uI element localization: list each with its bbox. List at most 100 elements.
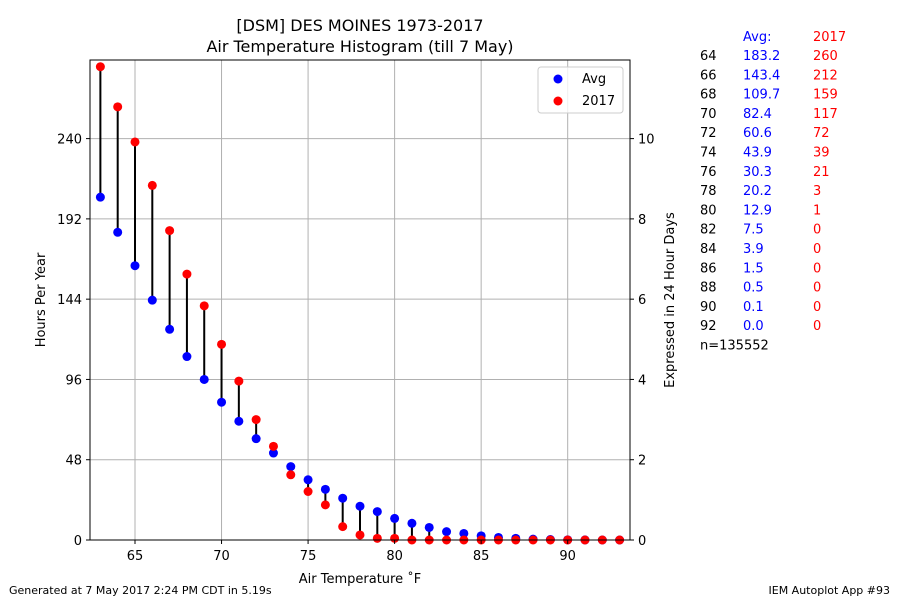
x-axis-label: Air Temperature ˚F bbox=[299, 571, 421, 587]
year-point bbox=[217, 339, 227, 349]
x-ticks: 65 70 75 80 85 90 bbox=[127, 540, 576, 564]
y-ticks: 0 48 96 144 192 240 bbox=[57, 133, 90, 549]
year-point bbox=[355, 530, 365, 540]
table-temp: 74 bbox=[700, 146, 717, 161]
year-point bbox=[182, 269, 192, 279]
table-year: 0 bbox=[813, 300, 821, 315]
table-temp: 68 bbox=[700, 88, 717, 103]
avg-point bbox=[338, 493, 348, 503]
table-avg: 109.7 bbox=[743, 88, 780, 103]
table-temp: 86 bbox=[700, 261, 717, 276]
table-year: 72 bbox=[813, 126, 830, 141]
avg-point bbox=[268, 448, 278, 458]
table-avg: 0.1 bbox=[743, 300, 764, 315]
avg-point bbox=[165, 324, 175, 334]
table-temp: 72 bbox=[700, 126, 717, 141]
y-right-tick-label: 6 bbox=[638, 293, 646, 308]
table-year: 3 bbox=[813, 184, 821, 199]
table-avg: 20.2 bbox=[743, 184, 772, 199]
avg-point bbox=[390, 513, 400, 523]
y-right-tick-label: 0 bbox=[638, 534, 646, 549]
year-point bbox=[372, 533, 382, 543]
year-point bbox=[286, 470, 296, 480]
table-avg: 12.9 bbox=[743, 203, 772, 218]
y-axis-label-right: Expressed in 24 Hour Days bbox=[663, 212, 678, 388]
table-avg: 143.4 bbox=[743, 68, 780, 83]
y-tick-label: 0 bbox=[74, 534, 82, 549]
y-tick-label: 144 bbox=[57, 293, 82, 308]
avg-point bbox=[286, 462, 296, 472]
legend-2017-marker bbox=[553, 96, 563, 106]
table-temp: 82 bbox=[700, 223, 717, 238]
year-point bbox=[303, 486, 313, 496]
avg-point bbox=[182, 352, 192, 362]
avg-point bbox=[234, 416, 244, 426]
table-year: 0 bbox=[813, 242, 821, 257]
year-point bbox=[199, 301, 209, 311]
avg-point bbox=[113, 227, 123, 237]
year-point bbox=[165, 226, 175, 236]
table-year: 39 bbox=[813, 146, 830, 161]
table-temp: 64 bbox=[700, 49, 717, 64]
avg-point bbox=[424, 522, 434, 532]
y-right-tick-label: 10 bbox=[638, 133, 655, 148]
footer-generated: Generated at 7 May 2017 2:24 PM CDT in 5… bbox=[9, 584, 272, 597]
table-avg: 183.2 bbox=[743, 49, 780, 64]
legend-avg-label: Avg bbox=[582, 72, 606, 87]
x-tick-label: 80 bbox=[386, 549, 403, 564]
table-temp: 80 bbox=[700, 203, 717, 218]
table-year: 260 bbox=[813, 49, 838, 64]
avg-point bbox=[251, 434, 261, 444]
x-tick-label: 65 bbox=[127, 549, 144, 564]
year-point bbox=[320, 500, 330, 510]
table-avg: 60.6 bbox=[743, 126, 772, 141]
y-ticks-right: 0 2 4 6 8 10 bbox=[630, 133, 655, 549]
table-avg: 3.9 bbox=[743, 242, 764, 257]
table-year: 117 bbox=[813, 107, 838, 122]
table-temp: 84 bbox=[700, 242, 717, 257]
y-axis-label: Hours Per Year bbox=[34, 252, 49, 347]
stems bbox=[99, 66, 586, 540]
year-point bbox=[390, 533, 400, 543]
avg-point bbox=[442, 527, 452, 537]
year-series bbox=[95, 62, 625, 545]
avg-point bbox=[355, 501, 365, 511]
avg-point bbox=[372, 507, 382, 517]
table-avg: 7.5 bbox=[743, 223, 764, 238]
table-year: 0 bbox=[813, 319, 821, 334]
grid bbox=[90, 60, 630, 541]
footer-app: IEM Autoplot App #93 bbox=[768, 584, 891, 597]
avg-point bbox=[217, 397, 227, 407]
avg-point bbox=[147, 295, 157, 305]
x-tick-label: 85 bbox=[473, 549, 490, 564]
table-header-year: 2017 bbox=[813, 30, 846, 45]
table-year: 159 bbox=[813, 88, 838, 103]
table-avg: 82.4 bbox=[743, 107, 772, 122]
year-point bbox=[147, 180, 157, 190]
x-tick-label: 75 bbox=[300, 549, 317, 564]
avg-point bbox=[130, 261, 140, 271]
year-point bbox=[234, 376, 244, 386]
y-right-tick-label: 2 bbox=[638, 454, 646, 469]
table-year: 0 bbox=[813, 261, 821, 276]
y-tick-label: 48 bbox=[65, 454, 82, 469]
year-point bbox=[251, 415, 261, 425]
avg-point bbox=[407, 518, 417, 528]
y-right-tick-label: 8 bbox=[638, 213, 646, 228]
table-count: n=135552 bbox=[700, 339, 769, 354]
table-temp: 66 bbox=[700, 68, 717, 83]
table-year: 212 bbox=[813, 68, 838, 83]
table-year: 0 bbox=[813, 223, 821, 238]
plot-frame bbox=[89, 59, 631, 541]
table-year: 21 bbox=[813, 165, 830, 180]
avg-point bbox=[459, 528, 469, 538]
chart-title-line1: [DSM] DES MOINES 1973-2017 bbox=[236, 16, 483, 35]
table-avg: 30.3 bbox=[743, 165, 772, 180]
y-tick-label: 96 bbox=[65, 373, 82, 388]
x-tick-label: 70 bbox=[213, 549, 230, 564]
year-point bbox=[338, 522, 348, 532]
table-temp: 90 bbox=[700, 300, 717, 315]
table-year: 0 bbox=[813, 281, 821, 296]
y-right-tick-label: 4 bbox=[638, 373, 646, 388]
